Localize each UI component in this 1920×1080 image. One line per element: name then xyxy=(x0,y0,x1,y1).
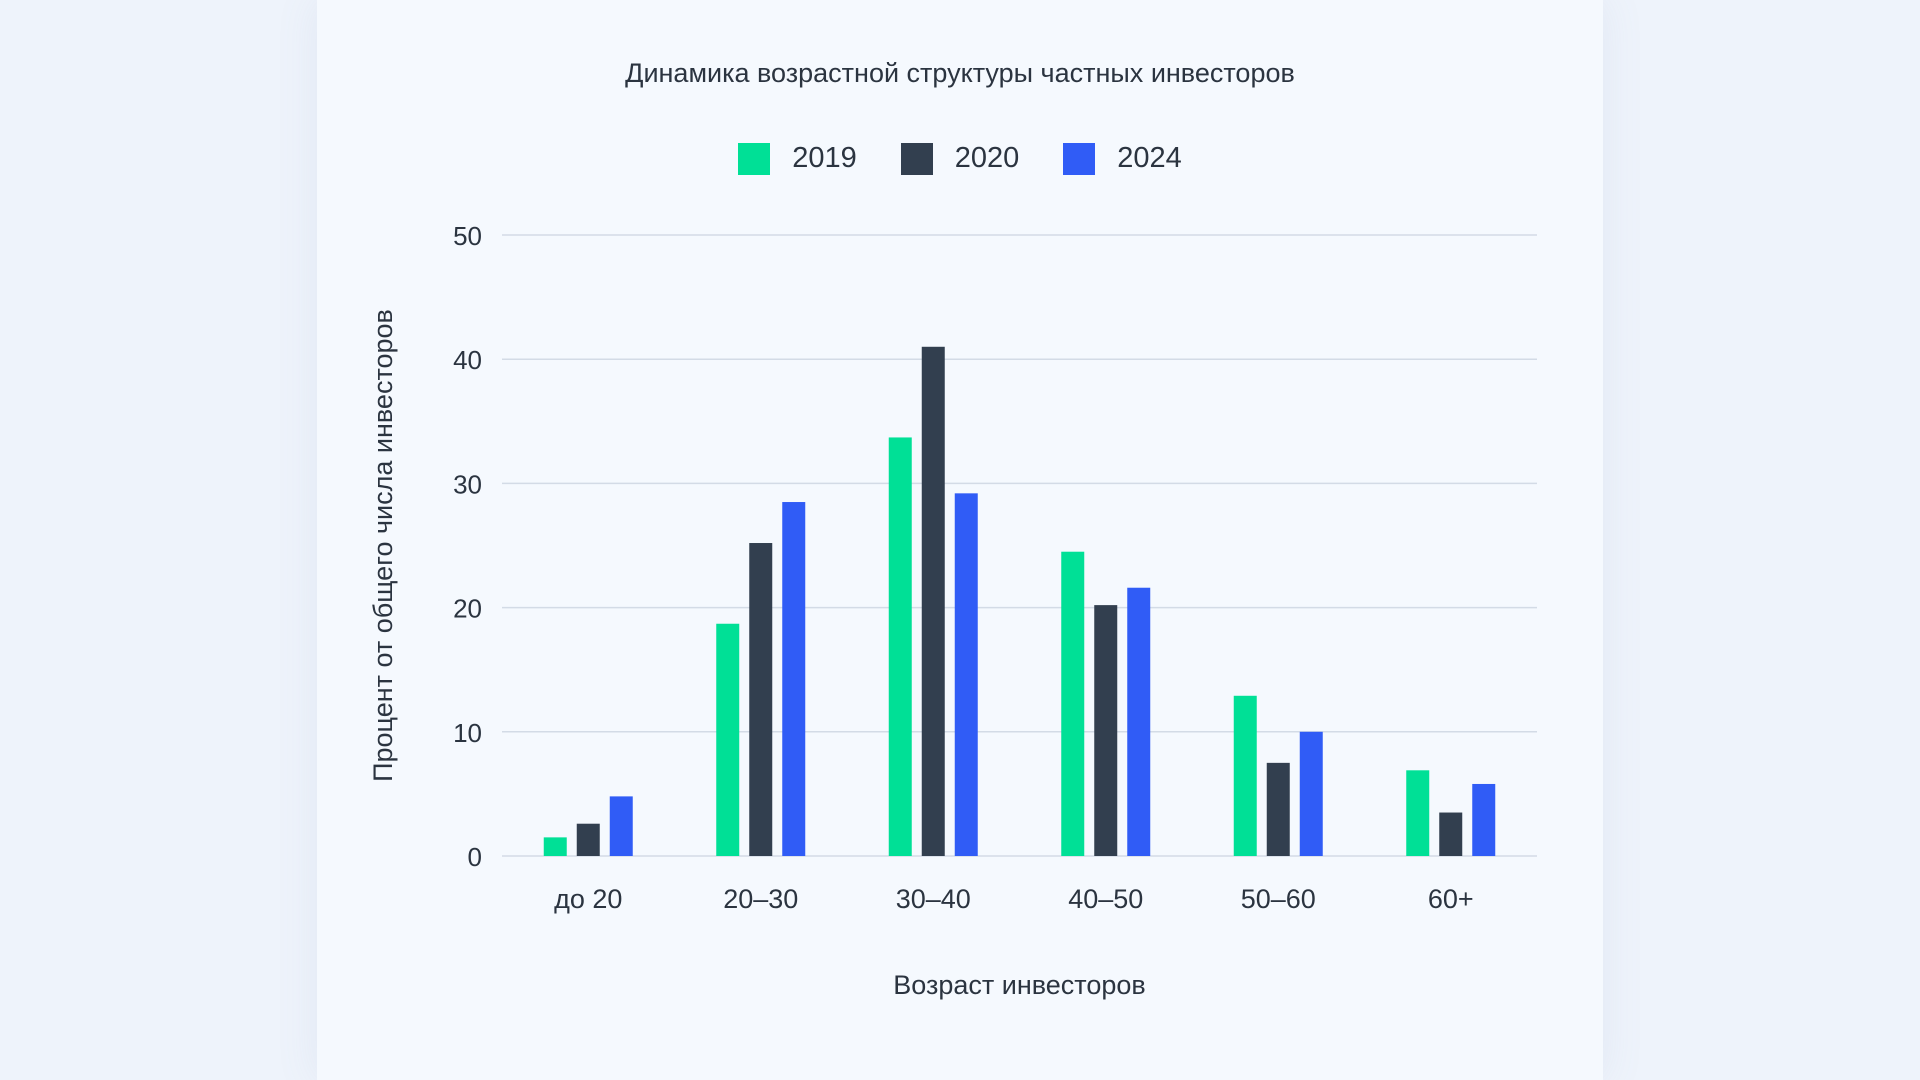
bar-chart: 0 10 20 30 40 50 до 20 20–30 30–40 40–50 50–60 60+ В… xyxy=(368,221,1537,1000)
bar-2019-3 xyxy=(1061,551,1085,856)
chart-title: Динамика возрастной структуры частных ин… xyxy=(625,58,1295,88)
legend-item-2024: 2024 xyxy=(1063,142,1182,175)
x-tick-label: 30–40 xyxy=(896,884,971,914)
y-tick-label: 0 xyxy=(468,842,482,872)
bar-2019-0 xyxy=(543,837,567,856)
x-tick-label: 20–30 xyxy=(723,884,798,914)
bar-2020-0 xyxy=(576,823,600,856)
bar-2020-1 xyxy=(749,543,773,856)
y-tick-label: 50 xyxy=(453,221,482,251)
legend-item-2019: 2019 xyxy=(738,142,857,175)
bar-2020-5 xyxy=(1439,812,1463,856)
bar-2019-5 xyxy=(1406,770,1430,856)
legend-label-2019: 2019 xyxy=(792,142,857,174)
x-tick-label: 50–60 xyxy=(1241,884,1316,914)
y-axis-label: Процент от общего числа инвесторов xyxy=(368,309,398,782)
x-tick-label: 40–50 xyxy=(1068,884,1143,914)
bar-2024-3 xyxy=(1127,587,1151,856)
x-tick-label: 60+ xyxy=(1428,884,1474,914)
legend-label-2020: 2020 xyxy=(954,142,1020,174)
bar-2020-4 xyxy=(1266,762,1290,856)
bar-2024-0 xyxy=(609,796,633,856)
x-axis-label: Возраст инвесторов xyxy=(893,970,1146,1000)
chart-legend: 2019 2020 2024 xyxy=(317,142,1603,175)
bar-2019-1 xyxy=(716,623,740,856)
legend-item-2020: 2020 xyxy=(900,142,1020,175)
bar-2024-5 xyxy=(1472,783,1496,856)
bar-2019-4 xyxy=(1233,695,1257,856)
bar-2024-1 xyxy=(782,502,806,856)
bar-2020-2 xyxy=(921,346,945,856)
bar-2024-4 xyxy=(1299,731,1323,856)
y-tick-label: 20 xyxy=(453,594,482,624)
bar-2024-2 xyxy=(954,493,978,856)
bar-2019-2 xyxy=(888,437,912,856)
bar-2020-3 xyxy=(1094,605,1118,856)
legend-label-2024: 2024 xyxy=(1117,142,1182,174)
y-tick-label: 10 xyxy=(453,718,482,748)
y-tick-label: 40 xyxy=(453,345,482,375)
legend-swatch-2020 xyxy=(900,142,933,175)
x-tick-label: до 20 xyxy=(554,884,622,914)
legend-swatch-2024 xyxy=(1063,142,1096,175)
chart-card: Динамика возрастной структуры частных ин… xyxy=(317,0,1603,1080)
y-tick-label: 30 xyxy=(453,469,482,499)
legend-swatch-2019 xyxy=(738,142,771,175)
